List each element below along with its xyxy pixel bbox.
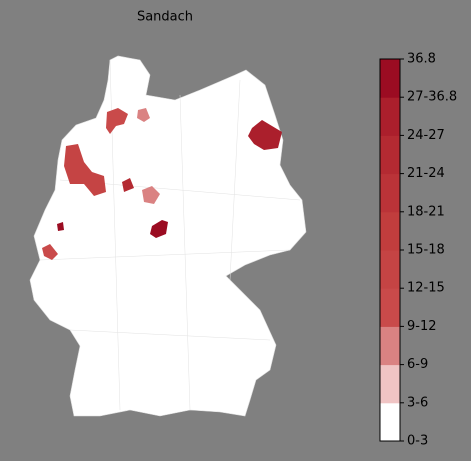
colorbar-segment	[380, 326, 400, 366]
colorbar-tick-label: 21-24	[407, 166, 445, 181]
colorbar-tick-label: 15-18	[407, 243, 445, 258]
colorbar-segment	[380, 135, 400, 175]
colorbar-tick-label: 36.8	[407, 52, 436, 67]
colorbar-tick-label: 6-9	[407, 357, 428, 372]
colorbar-segment	[380, 250, 400, 289]
map-title: Sandach	[137, 10, 193, 25]
colorbar-tick-label: 0-3	[407, 434, 428, 449]
highlighted-region	[137, 108, 150, 122]
highlighted-region	[248, 120, 282, 150]
highlighted-region	[142, 186, 160, 204]
colorbar-tick-label: 24-27	[407, 128, 445, 143]
colorbar-tick-label: 3-6	[407, 395, 428, 410]
colorbar-segment	[380, 173, 400, 213]
highlighted-region	[42, 244, 58, 260]
colorbar-tick-label: 27-36.8	[407, 90, 457, 105]
highlighted-region	[122, 178, 134, 192]
colorbar-segment	[380, 211, 400, 251]
highlighted-region	[64, 144, 106, 196]
highlighted-region	[106, 108, 128, 134]
colorbar-tick-label: 12-15	[407, 281, 445, 296]
colorbar-tick-label: 9-12	[407, 319, 437, 334]
colorbar-segment	[380, 288, 400, 327]
highlighted-region	[57, 222, 64, 231]
colorbar-segment	[380, 97, 400, 136]
colorbar: 0-3 3-6 6-9 9-12 12-15 15-18 18-21 21-24 24-27 27…	[379, 52, 457, 449]
country-shape	[29, 55, 307, 417]
region-border	[39, 59, 301, 411]
colorbar-segment	[380, 402, 400, 442]
colorbar-tick-label: 18-21	[407, 204, 445, 219]
country-map	[29, 55, 307, 417]
highlighted-region	[150, 220, 168, 238]
colorbar-segment	[380, 59, 400, 98]
colorbar-segment	[380, 364, 400, 404]
